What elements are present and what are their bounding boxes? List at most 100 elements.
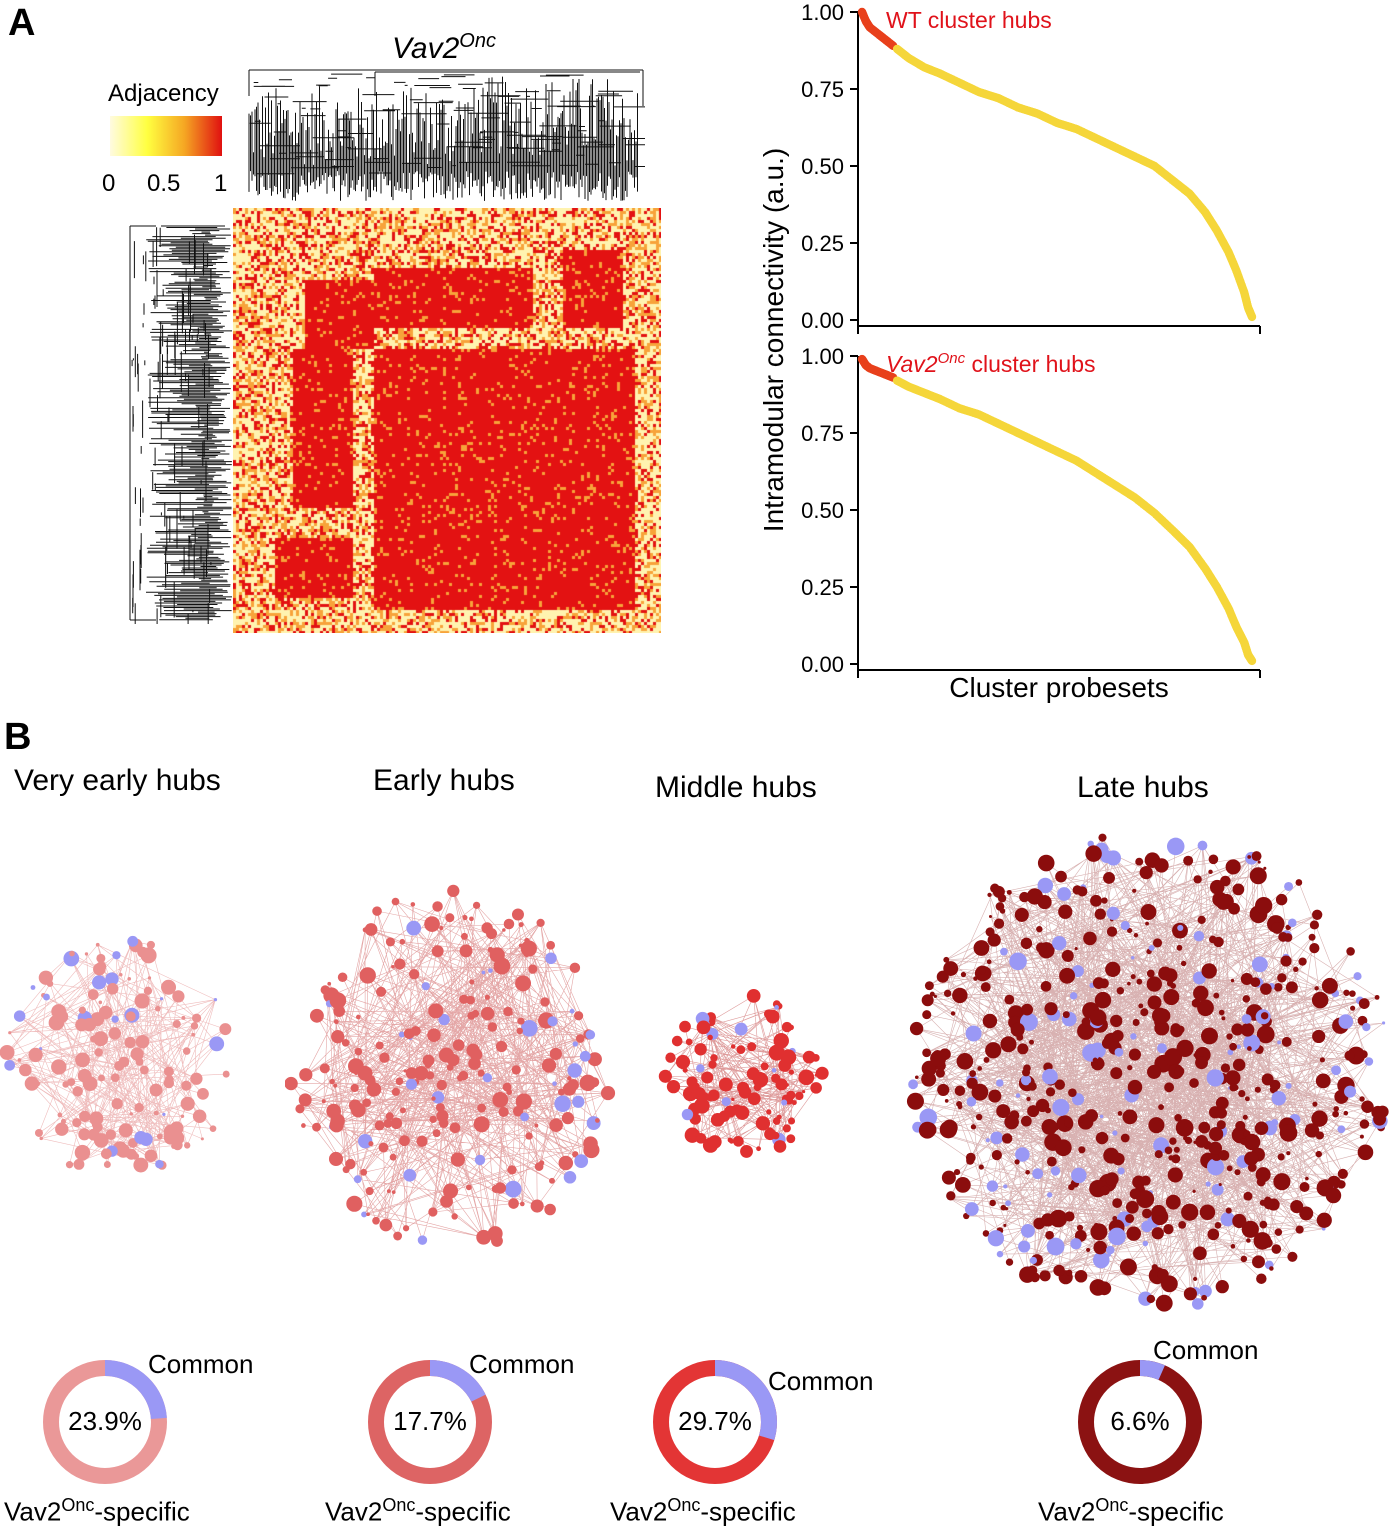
network-node — [1020, 937, 1033, 950]
network-node — [1155, 1294, 1173, 1312]
network-node — [24, 1076, 40, 1091]
network-node — [1026, 1096, 1031, 1102]
network-node — [1041, 1118, 1058, 1135]
network-node — [135, 1034, 150, 1049]
network-node — [1108, 1227, 1126, 1246]
network-node — [327, 981, 332, 986]
network-node — [665, 1052, 676, 1063]
network-node — [1209, 879, 1225, 895]
donut-specific-middle: Vav2Onc-specific — [610, 1495, 796, 1528]
network-node — [1344, 1050, 1355, 1061]
network-node — [766, 1109, 772, 1115]
network-node — [736, 1045, 746, 1055]
network-node — [127, 935, 139, 947]
network-node — [112, 951, 121, 960]
connectivity-plots: Intramodular connectivity (a.u.) 0.00 0.2… — [758, 0, 1261, 703]
network-node — [988, 1089, 1002, 1103]
network-node — [346, 1195, 363, 1212]
network-node — [130, 1047, 144, 1061]
network-node — [771, 1067, 777, 1073]
network-node — [503, 1006, 513, 1017]
network-node — [1039, 1270, 1051, 1282]
network-node — [1112, 1130, 1118, 1136]
network-node — [100, 1148, 112, 1160]
network-node — [541, 1058, 557, 1073]
network-node — [450, 1152, 465, 1167]
network-node — [978, 967, 986, 975]
network-node — [1208, 869, 1213, 875]
network-node — [1100, 1185, 1110, 1196]
network-node — [1288, 918, 1297, 928]
specific-main: Vav2 — [4, 1496, 62, 1527]
network-node — [707, 1095, 714, 1102]
network-node — [1026, 888, 1043, 905]
network-node — [77, 1068, 92, 1083]
network-node — [921, 1071, 937, 1087]
network-node — [1229, 1042, 1237, 1051]
network-node — [814, 1072, 819, 1077]
network-node — [671, 1035, 683, 1047]
network-node — [1286, 1151, 1291, 1156]
network-node — [91, 975, 107, 990]
network-node — [379, 1218, 393, 1232]
network-node — [299, 1068, 313, 1082]
network-node — [429, 1115, 437, 1124]
network-node — [1178, 1220, 1187, 1229]
network-node — [1043, 1123, 1047, 1127]
network-node — [1097, 1281, 1112, 1296]
network-node — [574, 1154, 589, 1169]
network-node — [1003, 1223, 1007, 1227]
network-node — [1032, 1108, 1038, 1115]
network-node — [469, 916, 474, 922]
network-node — [1192, 1189, 1196, 1193]
network-node — [996, 1104, 1011, 1119]
specific-tail: -specific — [1128, 1496, 1224, 1527]
network-node — [458, 1070, 469, 1081]
network-node — [147, 976, 152, 980]
network-node — [90, 1035, 98, 1043]
network-node — [1017, 1043, 1029, 1055]
network-node — [192, 1109, 207, 1124]
network-title-early: Early hubs — [373, 764, 515, 797]
network-node — [436, 1079, 447, 1091]
network-node — [935, 1068, 945, 1078]
network-node — [985, 1138, 990, 1143]
network-node — [765, 1009, 780, 1024]
network-node — [585, 1030, 596, 1040]
network-node — [1255, 896, 1273, 915]
network-node — [374, 1120, 385, 1131]
network-node — [924, 981, 934, 991]
network-node — [1225, 1070, 1241, 1086]
network-node — [721, 1097, 731, 1107]
network-node — [943, 961, 959, 976]
specific-sup: Onc — [1095, 1495, 1129, 1515]
network-node — [1277, 1153, 1285, 1161]
network-node — [694, 1043, 707, 1056]
network-node — [1227, 1049, 1234, 1056]
network-node — [451, 1213, 458, 1220]
network-node — [1193, 1276, 1198, 1282]
donut-common-middle: Common — [768, 1366, 874, 1396]
network-node — [966, 1077, 978, 1089]
network-node — [436, 1109, 449, 1123]
network-node — [567, 1076, 572, 1081]
network-node — [473, 1116, 490, 1133]
network-node — [579, 1050, 591, 1062]
network-node — [1275, 893, 1288, 906]
left-dendrogram — [129, 225, 232, 624]
network-node — [520, 1112, 530, 1122]
network-node — [1090, 1223, 1108, 1241]
network-node — [209, 1125, 217, 1132]
network-node — [1032, 1168, 1044, 1180]
network-node — [1211, 1183, 1224, 1196]
network-node — [180, 1096, 195, 1111]
network-node — [1071, 1167, 1087, 1184]
network-node — [1062, 1011, 1070, 1019]
network-node — [1232, 1084, 1239, 1091]
network-node — [1083, 931, 1097, 946]
network-node — [105, 1129, 117, 1140]
network-node — [94, 1048, 103, 1057]
network-node — [163, 1066, 174, 1077]
network-node — [1068, 1088, 1077, 1097]
network-node — [348, 1099, 362, 1112]
